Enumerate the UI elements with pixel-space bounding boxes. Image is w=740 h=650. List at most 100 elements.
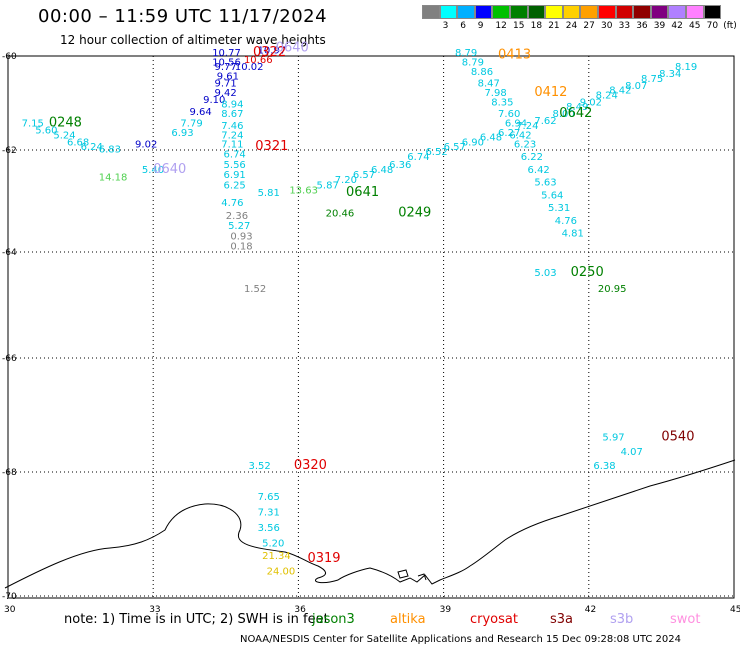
swh-value-label: 5.64 — [541, 190, 563, 201]
swh-value-label: 6.23 — [514, 140, 536, 151]
swh-value-label: 2.36 — [226, 211, 248, 222]
pass-time-label: 0412 — [534, 85, 567, 100]
swh-value-label: 7.79 — [180, 119, 202, 130]
legend-swatch — [685, 5, 704, 19]
swh-value-label: 6.68 — [67, 137, 89, 148]
pass-time-label: 0321 — [255, 139, 288, 154]
pass-time-label: 0540 — [661, 430, 694, 445]
pass-time-label: 0250 — [571, 265, 604, 280]
swh-value-label: 9.64 — [190, 107, 212, 118]
footer-credit: NOAA/NESDIS Center for Satellite Applica… — [240, 634, 682, 645]
swh-value-label: 9.02 — [580, 97, 602, 108]
swh-value-label: 6.48 — [480, 133, 502, 144]
swh-value-label: 10.56 — [212, 57, 241, 68]
swh-value-label: 0.93 — [230, 231, 252, 242]
swh-value-label: 9.71 — [214, 79, 236, 90]
legend-unit-label: (ft) — [723, 21, 737, 31]
swh-value-label: 20.46 — [326, 208, 355, 219]
swh-value-label: 8.19 — [675, 62, 697, 73]
swh-value-label: 21.34 — [262, 551, 291, 562]
swh-value-label: 5.56 — [224, 160, 246, 171]
swh-observations: 10.77 10.97 10.56 10.66 9.7710.029.619.719.4… — [22, 46, 698, 578]
satellite-legend-swot: swot — [670, 612, 701, 627]
legend-swatch — [703, 5, 722, 19]
legend-tick-label: 39 — [653, 21, 666, 31]
pass-time-label: 0322 — [253, 45, 286, 60]
satellite-legend-jason3: jason3 — [312, 612, 355, 627]
swh-value-label: 8.42 — [609, 86, 631, 97]
swh-value-label: 6.74 — [224, 150, 246, 161]
swh-value-label: 5.31 — [548, 203, 570, 214]
swh-value-label: 7.24 — [516, 121, 538, 132]
lon-tick-label: 36 — [294, 605, 306, 615]
legend-tick-label: 21 — [548, 21, 560, 31]
legend-tick-label: 12 — [495, 21, 507, 31]
lon-tick-label: 42 — [585, 605, 596, 615]
antarctic-coastline — [4, 459, 736, 589]
lat-tick-label: -62 — [2, 146, 17, 156]
swh-value-label: 9.02 — [135, 140, 157, 151]
swh-value-label: 7.60 — [498, 109, 520, 120]
swh-value-label: 8.00 — [553, 109, 575, 120]
swh-value-label: 7.31 — [258, 507, 280, 518]
legend-swatch — [597, 5, 616, 19]
graticule — [7, 55, 735, 599]
swh-value-label: 5.97 — [602, 433, 624, 444]
swh-value-label: 6.48 — [371, 165, 393, 176]
map-subtitle: 12 hour collection of altimeter wave hei… — [60, 33, 326, 47]
lat-tick-label: -60 — [2, 52, 17, 62]
swh-value-label: 4.76 — [555, 216, 577, 227]
swh-value-label: 6.90 — [462, 137, 484, 148]
swh-value-label: 10.66 — [244, 55, 273, 66]
swh-value-label: 0.18 — [230, 241, 252, 252]
legend-tick-label: 70 — [706, 21, 719, 31]
swh-value-label: 6.93 — [171, 128, 193, 139]
legend-swatch — [545, 5, 563, 19]
pass-time-label: 0642 — [559, 106, 592, 121]
map-title: 00:00 – 11:59 UTC 11/17/2024 — [38, 6, 328, 27]
swh-value-label: 5.24 — [53, 130, 75, 141]
lat-tick-label: -66 — [2, 354, 17, 364]
swh-value-label: 7.11 — [221, 140, 243, 151]
satellite-legend-s3a: s3a — [550, 612, 574, 627]
coastal-inlet — [417, 573, 427, 581]
axis-tick-labels: 30 33 36 39 42 45 -60 -62 -64 -66 -68 -70 — [2, 52, 740, 615]
legend-swatch — [474, 5, 493, 19]
swh-value-label: 8.79 — [455, 48, 477, 59]
legend-tick-label: 15 — [513, 21, 525, 31]
swh-value-label: 8.94 — [221, 100, 243, 111]
legend-tick-label: 30 — [601, 21, 613, 31]
pass-time-label: 0319 — [307, 551, 340, 566]
swh-value-label: 6.83 — [99, 145, 121, 156]
swh-value-label: 7.65 — [258, 492, 280, 503]
swh-value-label: 8.67 — [221, 109, 243, 120]
swh-value-label: 7.15 — [22, 119, 44, 130]
legend-tick-label: 9 — [477, 21, 484, 31]
legend-swatch — [422, 5, 440, 19]
pass-time-label: 0640 — [276, 40, 309, 55]
legend-swatch — [615, 5, 634, 19]
lat-tick-label: -70 — [2, 592, 17, 602]
legend-tick-label: 3 — [442, 21, 449, 31]
swh-value-label: 9.61 — [217, 72, 239, 83]
pass-time-label: 0249 — [398, 205, 431, 220]
swh-value-label: 9.42 — [214, 88, 236, 99]
map-frame — [7, 55, 735, 599]
swh-value-label: 8.34 — [659, 69, 681, 80]
swh-value-label: 7.62 — [534, 116, 556, 127]
color-legend — [422, 5, 722, 19]
swh-value-label: 5.40 — [142, 165, 164, 176]
satellite-legend-altika: altika — [390, 612, 426, 627]
swh-value-label: 8.49 — [566, 102, 588, 113]
swh-value-label: 6.22 — [521, 152, 543, 163]
swh-value-label: 5.87 — [317, 180, 339, 191]
swh-value-label: 9.77 — [214, 62, 236, 73]
satellite-pass-labels: 0248032206400321064102490640041304120642… — [49, 40, 695, 566]
legend-swatch — [668, 5, 686, 19]
swh-value-label: 8.07 — [625, 81, 647, 92]
swh-value-label: 5.27 — [228, 221, 250, 232]
swh-value-label: 6.42 — [528, 165, 550, 176]
coastal-island — [397, 569, 409, 579]
legend-tick-label: 36 — [636, 21, 648, 31]
